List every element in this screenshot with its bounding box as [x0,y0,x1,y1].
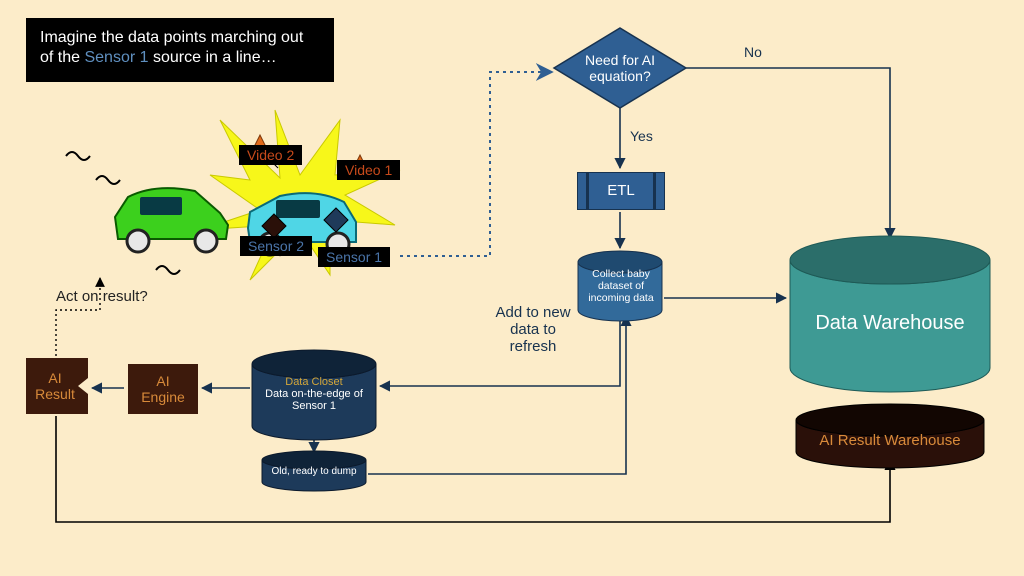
label-video1: Video 1 [337,160,400,180]
label-sensor1: Sensor 1 [318,247,390,267]
refresh-label: Add to new data to refresh [478,304,588,355]
collect-label: Collect baby dataset of incoming data [578,268,664,304]
edge-result-aiwarehouse [56,416,890,522]
ai-engine-box: AIEngine [128,364,198,414]
intro-suffix: source in a line… [153,49,277,66]
label-video2: Video 2 [239,145,302,165]
intro-highlight: Sensor 1 [84,49,148,66]
ai-result-label: AIResult [35,370,75,402]
decision-label: Need for AI equation? [570,52,670,84]
ai-engine-label: AIEngine [141,373,185,405]
label-sensor2: Sensor 2 [240,236,312,256]
edge-sensor-decision [400,72,552,256]
act-label: Act on result? [56,288,148,305]
dump-label: Old, ready to dump [264,466,364,477]
label-no: No [744,44,762,60]
diagram-svg [0,0,1024,576]
label-yes: Yes [630,128,653,144]
closet-label: Data Closet Data on-the-edge of Sensor 1 [254,376,374,412]
ai-result-box: AIResult [26,358,84,414]
intro-callout: Imagine the data points marching out of … [26,18,334,82]
warehouse-label: Data Warehouse [800,312,980,335]
etl-box: ETL [577,172,665,210]
ai-warehouse-label: AI Result Warehouse [800,432,980,449]
edge-no [686,68,890,238]
